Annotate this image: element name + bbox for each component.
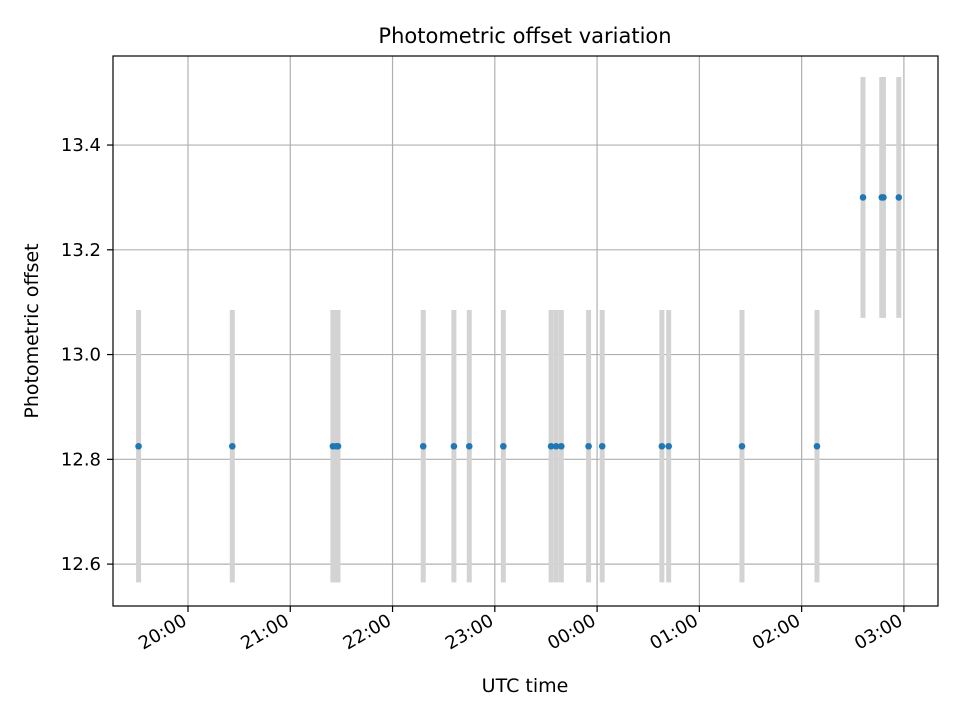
data-point bbox=[135, 442, 142, 450]
data-point bbox=[665, 442, 672, 450]
data-point bbox=[859, 194, 867, 201]
y-axis-label: Photometric offset bbox=[21, 243, 43, 418]
data-point bbox=[334, 442, 342, 450]
data-point bbox=[500, 442, 507, 450]
data-point bbox=[813, 442, 821, 450]
data-point bbox=[450, 442, 458, 450]
plot-frame bbox=[112, 55, 939, 607]
data-point bbox=[552, 442, 560, 450]
data-point bbox=[547, 442, 555, 450]
y-tick-label: 13.2 bbox=[61, 240, 101, 261]
y-tick-label: 12.6 bbox=[61, 554, 101, 575]
data-point bbox=[658, 442, 666, 450]
x-axis-label: UTC time bbox=[482, 675, 569, 697]
data-point bbox=[419, 442, 427, 450]
grid bbox=[113, 56, 938, 606]
data-point bbox=[557, 442, 565, 450]
data-point bbox=[229, 442, 236, 450]
data-point bbox=[598, 442, 606, 450]
y-axis-ticks: 12.6 12.8 13.0 13.2 13.4 bbox=[61, 135, 113, 575]
data-point bbox=[585, 442, 592, 450]
data-point bbox=[880, 194, 887, 201]
y-tick-label: 13.0 bbox=[61, 345, 101, 366]
y-tick-label: 13.4 bbox=[61, 135, 101, 156]
data-points bbox=[135, 194, 903, 450]
chart-title: Photometric offset variation bbox=[378, 24, 671, 48]
y-tick-label: 12.8 bbox=[61, 449, 101, 470]
data-point bbox=[465, 442, 473, 450]
data-point bbox=[895, 194, 903, 201]
data-point bbox=[738, 442, 746, 450]
